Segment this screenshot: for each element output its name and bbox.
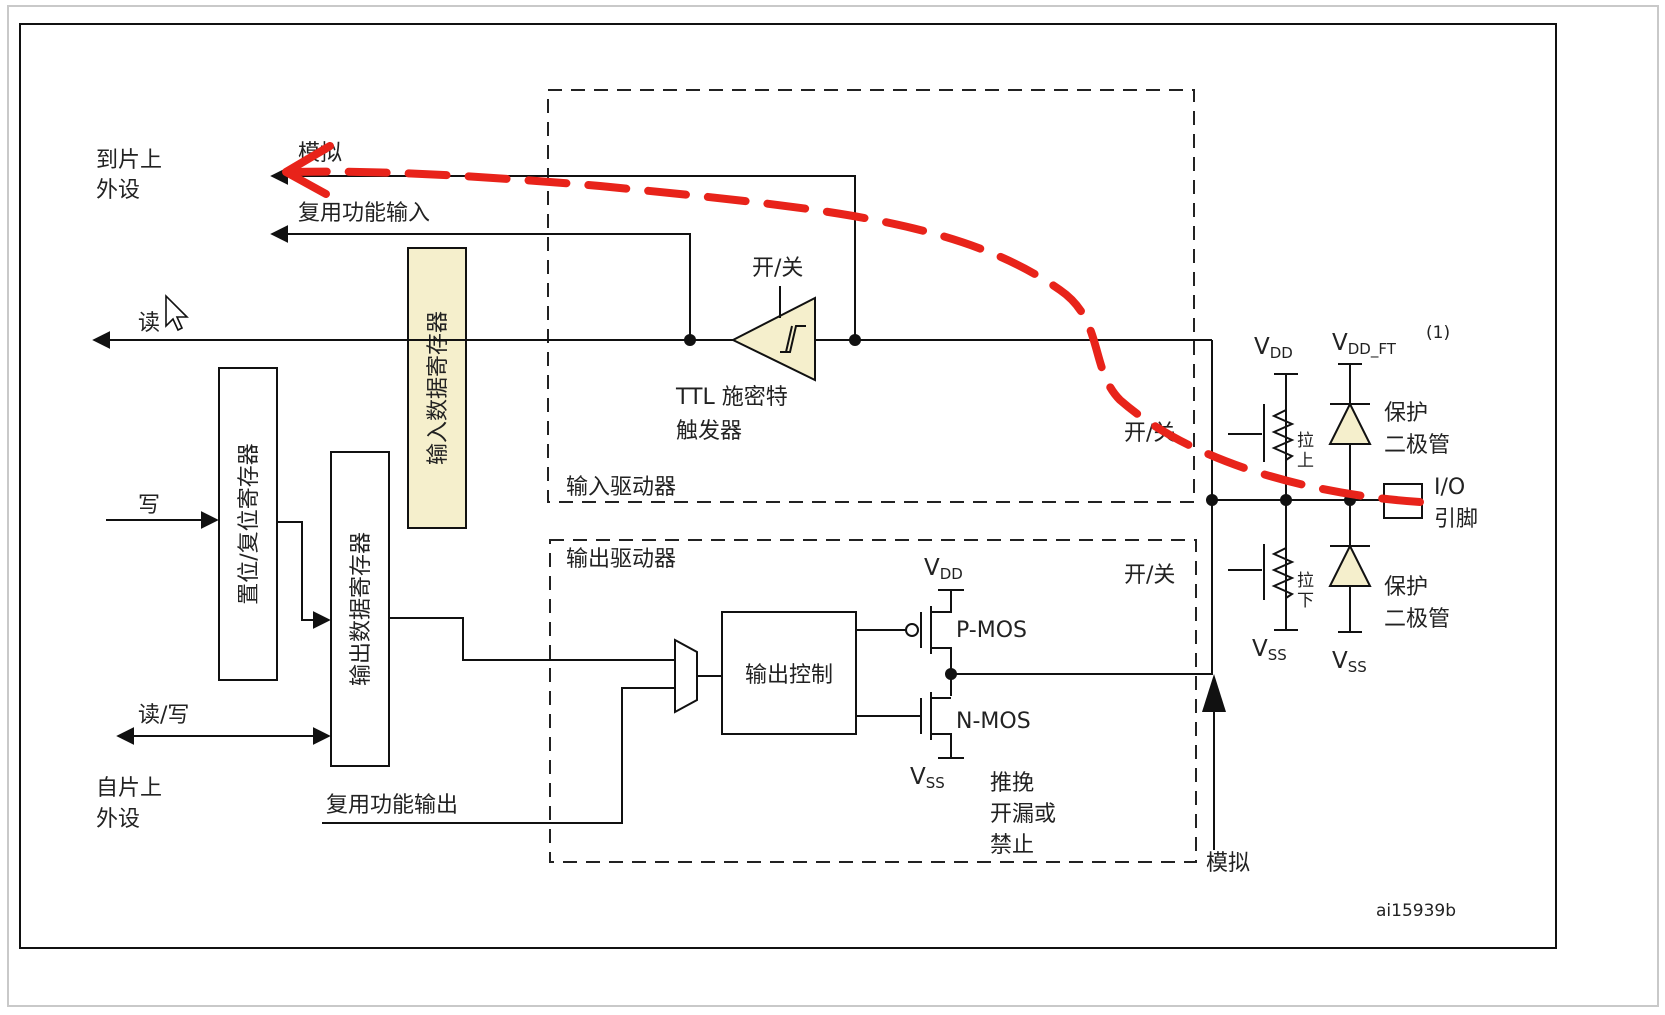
write-label: 写 [138,493,160,518]
schmitt-on-off-label: 开/关 [752,256,803,281]
read-write-label: 读/写 [138,703,189,728]
nmos-label: N-MOS [956,709,1031,734]
schmitt-trigger [730,296,816,382]
bsrr-to-odr-line [277,521,331,629]
from-periph-label-2: 外设 [96,807,140,832]
output-data-register [330,451,390,767]
pmos-label: P-MOS [956,618,1027,643]
figure-id: ai15939b [1376,901,1456,921]
pmos-source [931,590,952,613]
protection-diode-top [1328,401,1372,445]
hysteresis-icon [780,325,806,353]
odr-to-mux-line [389,617,675,661]
to-periph-label-2: 外设 [96,178,140,203]
pullup-resistor [1271,409,1295,461]
vdd-out-label: VDD [924,555,963,583]
input-data-register-label: 输入数据寄存器 [426,311,451,465]
protect-diode-label-b1: 保护 [1384,575,1428,600]
mode-label-1: 推挽 [990,771,1034,796]
vss-pin-label: VSS [1252,636,1287,664]
pull-up-label-2: 上 [1297,451,1314,471]
analog-bottom-label: 模拟 [1206,851,1250,876]
io-pin-label-2: 引脚 [1434,507,1478,532]
ttl-schmitt-label-2: 触发器 [676,419,742,444]
pull-down-label-1: 拉 [1297,571,1314,591]
mode-label-3: 禁止 [990,833,1034,858]
vdd-ft-note: (1) [1426,323,1450,343]
io-pin-label-1: I/O [1434,475,1465,500]
output-on-off-label: 开/关 [1124,563,1175,588]
alt-func-input-line [270,225,691,340]
read-label: 读 [138,311,160,336]
protect-diode-label-2: 二极管 [1384,433,1450,458]
pulldown-resistor [1271,547,1295,599]
bit-set-reset-register [218,367,278,681]
diagram-border [19,23,1557,949]
input-driver-label: 输入驱动器 [566,475,676,500]
vss-out-label: VSS [910,764,945,792]
outer-frame [7,5,1659,1007]
junction-dot [849,334,861,346]
pin-node-dot [1206,494,1218,506]
input-driver-box [547,89,1195,503]
output-control-block [721,611,857,735]
analog-path-highlight [286,167,1424,506]
protect-diode-label-1: 保护 [1384,401,1428,426]
pull-down-label-2: 下 [1297,591,1314,611]
analog-path-arrowhead [282,142,334,198]
output-driver-box [549,539,1197,863]
vdd-ft-label: VDD_FT [1332,330,1397,359]
alt-func-input-label: 复用功能输入 [298,201,430,226]
ttl-schmitt-label-1: TTL 施密特 [675,385,788,410]
from-periph-label-1: 自片上 [96,776,162,801]
pull-up-label-1: 拉 [1297,431,1314,451]
output-control-label: 输出控制 [745,663,833,688]
output-mux [674,638,698,714]
bit-set-reset-register-label: 置位/复位寄存器 [237,443,262,604]
output-driver-label: 输出驱动器 [566,547,676,572]
output-data-register-label: 输出数据寄存器 [349,532,374,686]
vss-diode-label: VSS [1332,648,1367,676]
protect-diode-label-b2: 二极管 [1384,607,1450,632]
alt-func-output-line [322,687,675,824]
nmos-source [931,733,952,758]
mode-label-2: 开漏或 [990,802,1056,827]
vdd-pin-label: VDD [1254,334,1293,362]
input-data-register [407,247,467,529]
alt-func-output-label: 复用功能输出 [326,793,458,818]
mouse-pointer-icon [165,294,189,332]
junction-dot [684,334,696,346]
pmos-bubble [905,623,919,637]
to-periph-label-1: 到片上 [96,148,162,173]
analog-arrow [1202,674,1226,712]
protection-diode-bottom [1328,543,1372,587]
